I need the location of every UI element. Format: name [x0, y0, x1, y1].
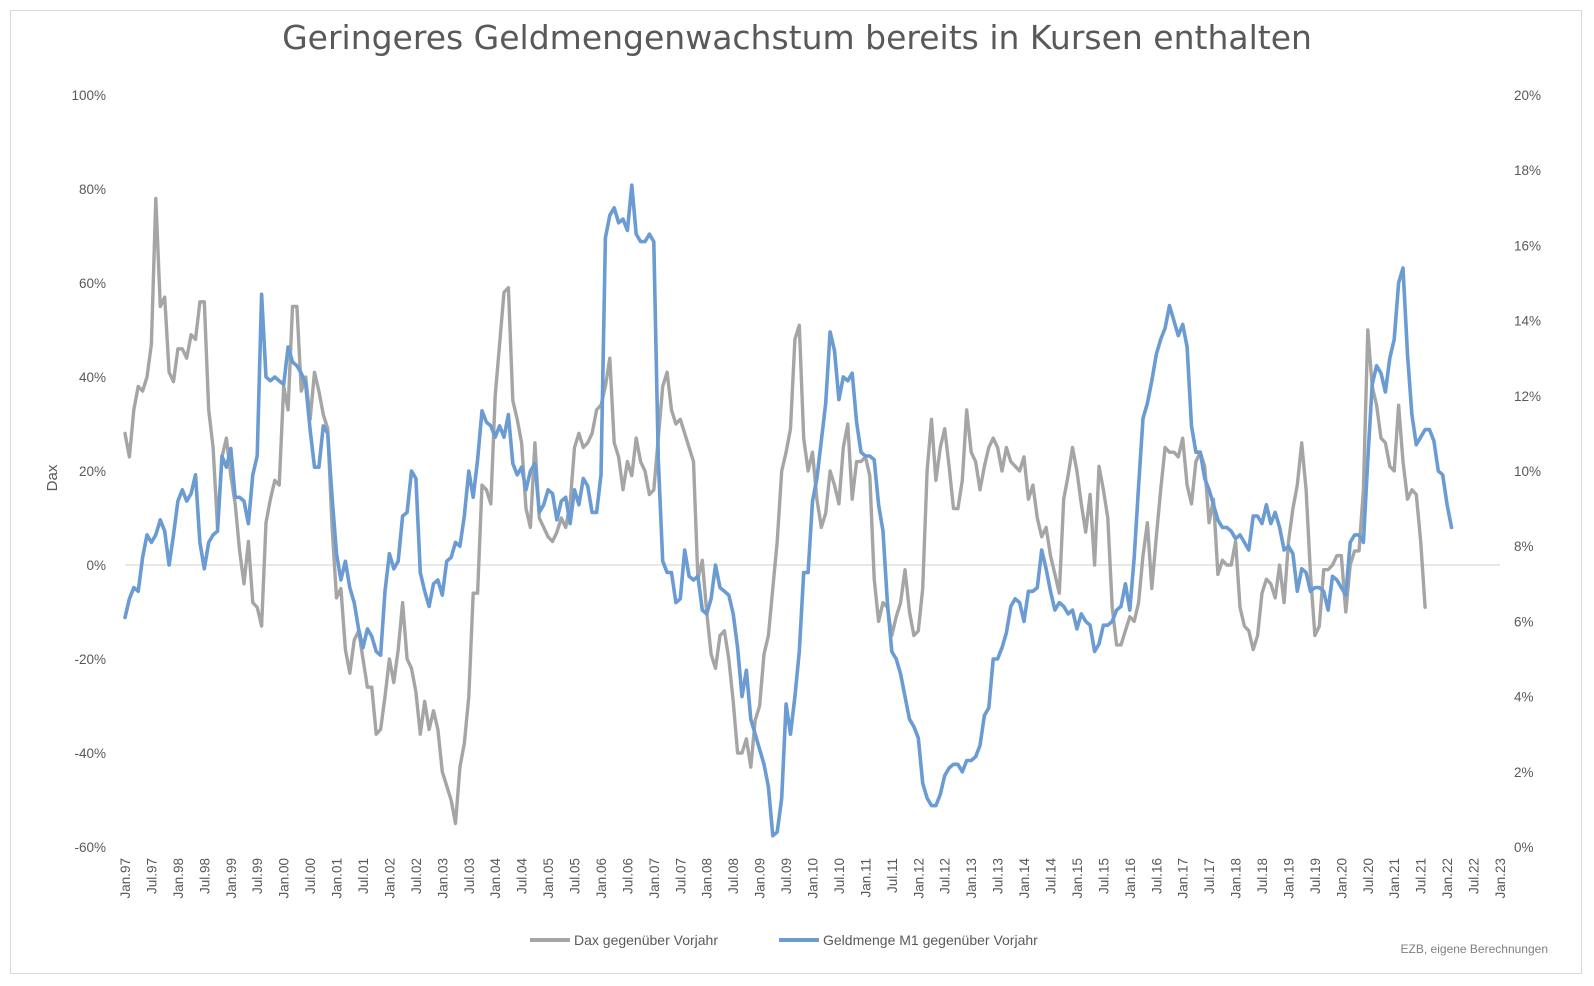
left-tick-label: 60% [79, 276, 106, 291]
x-tick-label: Jan.20 [1334, 858, 1349, 899]
left-tick-label: -20% [74, 652, 106, 667]
x-tick-label: Jan.05 [541, 858, 556, 899]
right-tick-label: 16% [1514, 238, 1541, 253]
legend: Dax gegenüber Vorjahr Geldmenge M1 gegen… [530, 932, 1038, 948]
right-tick-label: 20% [1514, 88, 1541, 103]
x-tick-label: Jul.14 [1043, 858, 1058, 895]
x-tick-label: Jul.20 [1361, 858, 1376, 894]
x-tick-label: Jul.13 [991, 858, 1006, 894]
left-tick-label: -60% [74, 840, 106, 855]
left-tick-label: 80% [79, 182, 106, 197]
x-tick-label: Jul.05 [568, 858, 583, 894]
x-tick-label: Jul.97 [144, 858, 159, 894]
right-tick-label: 10% [1514, 464, 1541, 479]
x-tick-label: Jan.06 [594, 858, 609, 899]
legend-label-dax: Dax gegenüber Vorjahr [574, 932, 718, 948]
right-tick-label: 12% [1514, 389, 1541, 404]
x-tick-label: Jul.01 [356, 858, 371, 894]
x-tick-label: Jul.03 [462, 858, 477, 894]
x-tick-label: Jan.19 [1281, 858, 1296, 899]
x-tick-label: Jul.10 [832, 858, 847, 894]
x-tick-label: Jan.99 [224, 858, 239, 899]
x-tick-label: Jan.14 [1017, 858, 1032, 899]
x-tick-label: Jul.06 [620, 858, 635, 894]
x-tick-label: Jan.23 [1493, 858, 1508, 899]
chart-title: Geringeres Geldmengenwachstum bereits in… [282, 18, 1312, 57]
x-tick-label: Jan.16 [1123, 858, 1138, 899]
legend-label-m1: Geldmenge M1 gegenüber Vorjahr [823, 932, 1038, 948]
x-tick-label: Jul.11 [885, 858, 900, 893]
x-tick-label: Jan.12 [911, 858, 926, 899]
x-tick-label: Jan.17 [1176, 858, 1191, 899]
x-tick-label: Jan.04 [488, 858, 503, 899]
x-tick-label: Jul.19 [1308, 858, 1323, 894]
x-tick-label: Jan.15 [1070, 858, 1085, 899]
x-tick-label: Jul.15 [1096, 858, 1111, 894]
right-tick-label: 6% [1514, 614, 1534, 629]
x-tick-label: Jan.22 [1440, 858, 1455, 899]
x-tick-label: Jan.10 [806, 858, 821, 899]
x-tick-label: Jan.98 [171, 858, 186, 899]
x-tick-label: Jul.12 [938, 858, 953, 894]
x-tick-label: Jul.08 [726, 858, 741, 894]
x-tick-label: Jul.98 [197, 858, 212, 894]
x-tick-label: Jul.09 [779, 858, 794, 894]
x-tick-label: Jul.21 [1414, 858, 1429, 894]
x-tick-label: Jan.13 [964, 858, 979, 899]
x-tick-label: Jan.02 [382, 858, 397, 899]
x-tick-label: Jul.99 [250, 858, 265, 894]
x-tick-label: Jul.22 [1467, 858, 1482, 894]
x-tick-label: Jul.02 [409, 858, 424, 894]
x-tick-label: Jan.08 [700, 858, 715, 899]
right-tick-label: 8% [1514, 539, 1534, 554]
left-tick-label: 100% [71, 88, 106, 103]
x-tick-label: Jan.97 [118, 858, 133, 899]
right-tick-label: 14% [1514, 314, 1541, 329]
left-tick-label: 0% [86, 558, 106, 573]
x-tick-label: Jan.07 [647, 858, 662, 899]
x-tick-label: Jan.11 [858, 858, 873, 898]
source-note: EZB, eigene Berechnungen [1400, 942, 1548, 956]
series-line-dax [123, 196, 1427, 826]
x-tick-label: Jan.00 [277, 858, 292, 899]
left-tick-label: 40% [79, 370, 106, 385]
x-tick-label: Jul.18 [1255, 858, 1270, 894]
x-tick-label: Jan.03 [435, 858, 450, 899]
right-tick-label: 4% [1514, 690, 1534, 705]
left-axis-label: Dax [44, 464, 61, 491]
left-tick-label: 20% [79, 464, 106, 479]
x-tick-label: Jan.21 [1387, 858, 1402, 899]
x-tick-label: Jul.16 [1149, 858, 1164, 894]
right-tick-label: 2% [1514, 765, 1534, 780]
right-tick-label: 0% [1514, 840, 1534, 855]
x-tick-label: Jan.18 [1229, 858, 1244, 899]
x-tick-label: Jul.07 [673, 858, 688, 894]
x-tick-label: Jan.01 [330, 858, 345, 899]
left-axis-ticks: -60% -40% -20% 0% 20% 40% 60% 80% 100% [71, 88, 106, 855]
x-tick-label: Jul.00 [303, 858, 318, 894]
left-tick-label: -40% [74, 746, 106, 761]
x-tick-label: Jul.17 [1202, 858, 1217, 894]
series-layer [123, 183, 1454, 838]
right-axis-ticks: 0% 2% 4% 6% 8% 10% 12% 14% 16% 18% 20% [1514, 88, 1541, 855]
x-tick-label: Jul.04 [515, 858, 530, 895]
series-line-m1 [123, 183, 1454, 838]
x-tick-label: Jan.09 [753, 858, 768, 899]
x-axis-ticks: Jan.97 Jul.97 Jan.98 Jul.98 Jan.99 Jul.99 Jan.… [118, 858, 1508, 899]
right-tick-label: 18% [1514, 163, 1541, 178]
